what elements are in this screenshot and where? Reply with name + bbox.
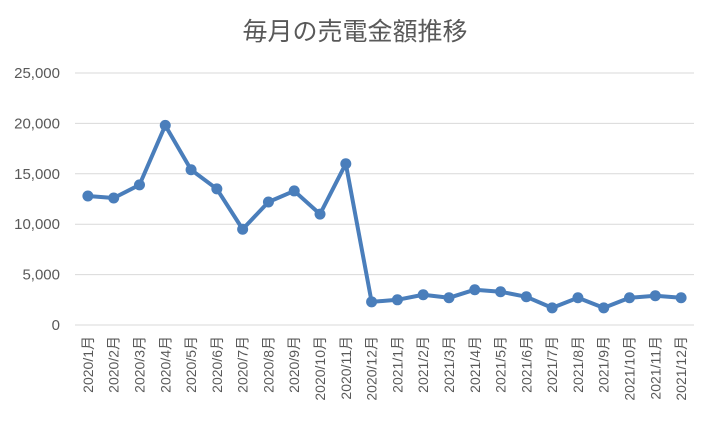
x-tick-label: 2021/11月	[647, 336, 663, 400]
data-point	[675, 292, 687, 304]
data-point	[211, 183, 223, 195]
x-tick-label: 2020/3月	[131, 336, 147, 393]
x-tick-label: 2020/12月	[364, 336, 380, 401]
data-point	[443, 292, 455, 304]
x-tick-label: 2020/2月	[106, 336, 122, 393]
x-tick-label: 2020/10月	[312, 336, 328, 401]
chart-title: 毎月の売電金額推移	[242, 17, 467, 46]
x-tick-label: 2020/8月	[260, 336, 276, 393]
y-tick-label: 10,000	[14, 216, 60, 233]
data-point	[159, 119, 171, 131]
data-point	[417, 289, 429, 301]
data-point	[82, 190, 94, 202]
x-tick-label: 2020/7月	[235, 336, 251, 393]
x-axis: 2020/1月 2020/2月 2020/3月 2020/4月 2020/5月 2020/…	[80, 336, 689, 401]
data-point	[237, 223, 249, 235]
x-tick-label: 2021/7月	[544, 336, 560, 393]
x-tick-label: 2020/6月	[209, 336, 225, 393]
y-tick-label: 0	[52, 317, 60, 334]
series-line	[85, 123, 684, 310]
x-tick-label: 2020/9月	[286, 336, 302, 393]
x-tick-label: 2021/3月	[441, 336, 457, 393]
data-point	[340, 158, 352, 170]
data-point	[649, 290, 661, 302]
data-point	[288, 185, 300, 197]
x-tick-label: 2020/1月	[80, 336, 96, 393]
x-tick-label: 2021/2月	[415, 336, 431, 393]
y-tick-label: 25,000	[14, 65, 60, 82]
gridlines	[75, 72, 694, 326]
data-point	[314, 208, 326, 220]
data-point	[598, 302, 610, 314]
data-point	[133, 179, 145, 191]
series-layer	[82, 119, 687, 314]
x-tick-label: 2021/6月	[518, 336, 534, 393]
y-tick-label: 5,000	[22, 267, 60, 284]
data-point	[391, 294, 403, 306]
data-point	[572, 292, 584, 304]
data-point	[185, 164, 197, 176]
data-point	[108, 192, 120, 204]
data-point	[469, 284, 481, 296]
y-tick-label: 20,000	[14, 115, 60, 132]
x-tick-label: 2020/5月	[183, 336, 199, 393]
x-tick-label: 2021/1月	[389, 336, 405, 393]
data-point	[262, 196, 274, 208]
x-tick-label: 2021/9月	[596, 336, 612, 393]
data-point	[624, 292, 636, 304]
data-point	[495, 286, 507, 298]
x-tick-label: 2020/11月	[338, 336, 354, 400]
x-tick-label: 2021/4月	[467, 336, 483, 393]
x-tick-label: 2021/8月	[570, 336, 586, 393]
x-tick-label: 2021/12月	[673, 336, 689, 401]
data-point	[546, 302, 558, 314]
x-tick-label: 2021/5月	[493, 336, 509, 393]
data-point	[520, 291, 532, 303]
data-point	[366, 296, 378, 308]
x-tick-label: 2021/10月	[622, 336, 638, 401]
x-tick-label: 2020/4月	[157, 336, 173, 393]
y-tick-label: 15,000	[14, 166, 60, 183]
y-axis: 0 5,000 10,000 15,000 20,000 25,000	[14, 65, 60, 334]
